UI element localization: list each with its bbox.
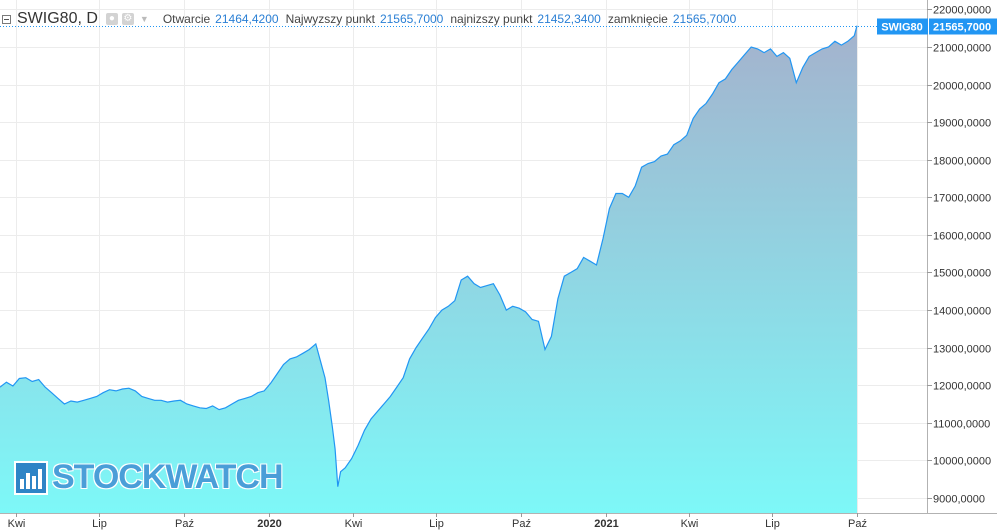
y-tick-label: 14000,0000 — [933, 306, 991, 318]
price-area — [0, 25, 857, 513]
last-value-label: 21565,7000 — [933, 22, 991, 34]
y-tick-label: 21000,0000 — [933, 43, 991, 55]
settings-icon[interactable]: ⚙ — [121, 13, 134, 25]
bar-chart-icon — [14, 460, 48, 495]
price-axis[interactable]: 9000,0000 10000,0000 11000,0000 12000,0000 1… — [927, 5, 991, 506]
last-name-badge-bg — [877, 18, 928, 35]
time-axis[interactable]: Kwi Lip Paź 2020 Kwi Lip Paź 2021 Kwi Lip Paź — [8, 513, 867, 530]
open-label: Otwarcie — [162, 12, 211, 26]
x-tick-label: Kwi — [8, 518, 26, 530]
y-tick-label: 12000,0000 — [933, 381, 991, 393]
y-tick-label: 20000,0000 — [933, 81, 991, 93]
x-tick-label: Paź — [175, 518, 194, 530]
low-value: 21452,3400 — [537, 12, 601, 26]
symbol-title[interactable]: SWIG80, D — [17, 10, 98, 27]
close-label: zamknięcie — [607, 12, 668, 26]
high-label: Najwyzszy punkt — [285, 12, 375, 26]
watermark-text: STOCKWATCH — [52, 458, 284, 496]
x-tick-label: Lip — [429, 518, 444, 530]
x-tick-label: Kwi — [681, 518, 699, 530]
eye-icon[interactable]: ● — [105, 13, 118, 25]
x-tick-label: Paź — [848, 518, 867, 530]
y-tick-label: 19000,0000 — [933, 118, 991, 130]
last-value-badge-bg — [929, 18, 997, 35]
price-line — [0, 25, 858, 487]
last-name-label: SWIG80 — [881, 22, 923, 34]
y-tick-label: 22000,0000 — [933, 5, 991, 17]
low-label: najnizszy punkt — [450, 12, 533, 26]
y-tick-label: 9000,0000 — [933, 494, 985, 506]
collapse-icon[interactable] — [2, 14, 11, 24]
y-tick-label: 11000,0000 — [933, 419, 990, 431]
x-tick-label: Kwi — [345, 518, 363, 530]
y-tick-label: 17000,0000 — [933, 193, 991, 205]
chevron-down-icon[interactable]: ▼ — [139, 14, 149, 24]
y-tick-label: 16000,0000 — [933, 231, 991, 243]
last-price-badge: SWIG80 21565,7000 — [877, 18, 997, 35]
x-tick-label: Lip — [92, 518, 107, 530]
x-tick-label: Paź — [512, 518, 531, 530]
x-tick-label: Lip — [765, 518, 780, 530]
stockwatch-watermark: STOCKWATCH — [14, 458, 284, 497]
series-legend: SWIG80, D ● ⚙ ▼ Otwarcie 21464,4200 Najw… — [0, 8, 743, 30]
y-tick-label: 10000,0000 — [933, 456, 991, 468]
x-tick-label: 2020 — [257, 518, 281, 530]
open-value: 21464,4200 — [215, 12, 279, 26]
y-tick-label: 18000,0000 — [933, 156, 991, 168]
high-value: 21565,7000 — [379, 12, 444, 26]
close-value: 21565,7000 — [672, 12, 737, 26]
y-tick-label: 15000,0000 — [933, 268, 991, 280]
x-tick-label: 2021 — [594, 518, 618, 530]
y-tick-label: 13000,0000 — [933, 344, 991, 356]
